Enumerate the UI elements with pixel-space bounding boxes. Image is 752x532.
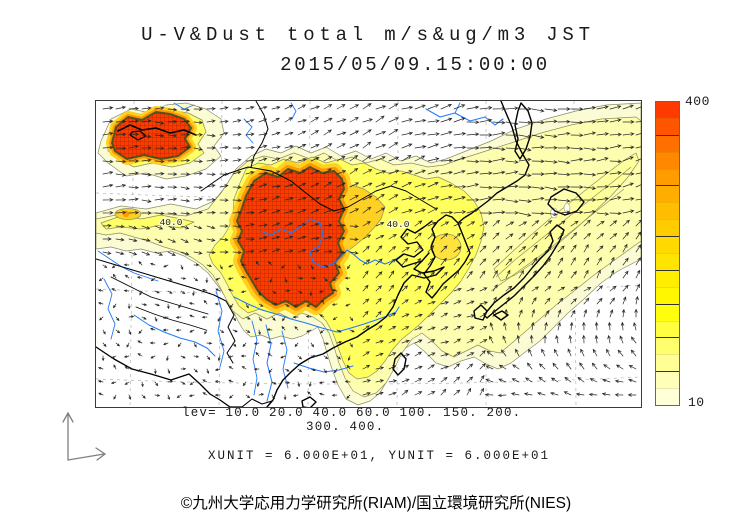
colorbar-segment: [656, 371, 679, 389]
tienshan-ridge: [117, 124, 197, 136]
vector-units-line: XUNIT = 6.000E+01, YUNIT = 6.000E+01: [208, 449, 551, 463]
chart-title: U-V&Dust total m/s&ug/m3 JST: [141, 24, 595, 46]
colorbar-segment: [656, 134, 679, 152]
chart-timestamp: 2015/05/09.15:00:00: [280, 54, 550, 76]
contour-label-40-east: 40.0: [387, 219, 410, 230]
colorbar-min-label: 10: [688, 395, 705, 410]
colorbar-segment: [656, 168, 679, 186]
coastline-layer: [96, 101, 585, 407]
india-coast: [96, 346, 243, 407]
map-plot-area: 40.0 40.0: [95, 100, 642, 408]
river-layer: [97, 102, 504, 402]
colorbar-segment: [656, 236, 679, 254]
contour-label-layer: 40.0 40.0: [158, 216, 411, 232]
colorbar-segment: [656, 219, 679, 237]
colorbar-segment: [656, 269, 679, 287]
contour-levels-line2: 300. 400.: [306, 420, 385, 434]
colorbar-segment: [656, 253, 679, 270]
contour-label-40-west: 40.0: [160, 217, 183, 228]
colorbar-segment: [656, 102, 679, 118]
colorbar-segment: [656, 117, 679, 135]
colorbar-segment: [656, 337, 679, 355]
japan-shikoku: [493, 310, 509, 321]
bohai-coast: [395, 220, 433, 268]
hainan: [301, 396, 317, 407]
credit-line: ©九州大学応用力学研究所(RIAM)/国立環境研究所(NIES): [180, 495, 572, 512]
wind-vector-layer: [97, 103, 641, 401]
colorbar-segment: [656, 286, 679, 304]
colorbar: [655, 101, 680, 406]
colorbar-max-label: 400: [685, 94, 710, 109]
dust-map-svg: 40.0 40.0: [96, 101, 641, 407]
yangtze-river: [233, 296, 400, 333]
colorbar-segment: [656, 202, 679, 220]
japan-hokkaido: [547, 188, 585, 216]
colorbar-segment: [656, 303, 679, 321]
korean-peninsula-coast: [423, 214, 471, 299]
primorye-coast: [457, 101, 530, 224]
y-axis-arrow: [62, 411, 74, 461]
dust-shading-layer: [96, 102, 641, 406]
amur-river: [425, 108, 504, 126]
axis-orientation-indicator: [62, 411, 107, 461]
colorbar-segment: [656, 185, 679, 203]
colorbar-segment: [656, 320, 679, 338]
x-axis-arrow: [67, 447, 107, 461]
sakhalin: [514, 102, 533, 160]
colorbar-segment: [656, 151, 679, 169]
colorbar-segment: [656, 354, 679, 372]
mongolia-border: [200, 166, 437, 212]
colorbar-segment: [656, 388, 679, 406]
yellow-river: [260, 218, 404, 268]
china-coast: [266, 260, 445, 407]
contour-levels-line1: lev= 10.0 20.0 40.0 60.0 100. 150. 200.: [182, 406, 522, 420]
taiwan: [392, 352, 407, 376]
